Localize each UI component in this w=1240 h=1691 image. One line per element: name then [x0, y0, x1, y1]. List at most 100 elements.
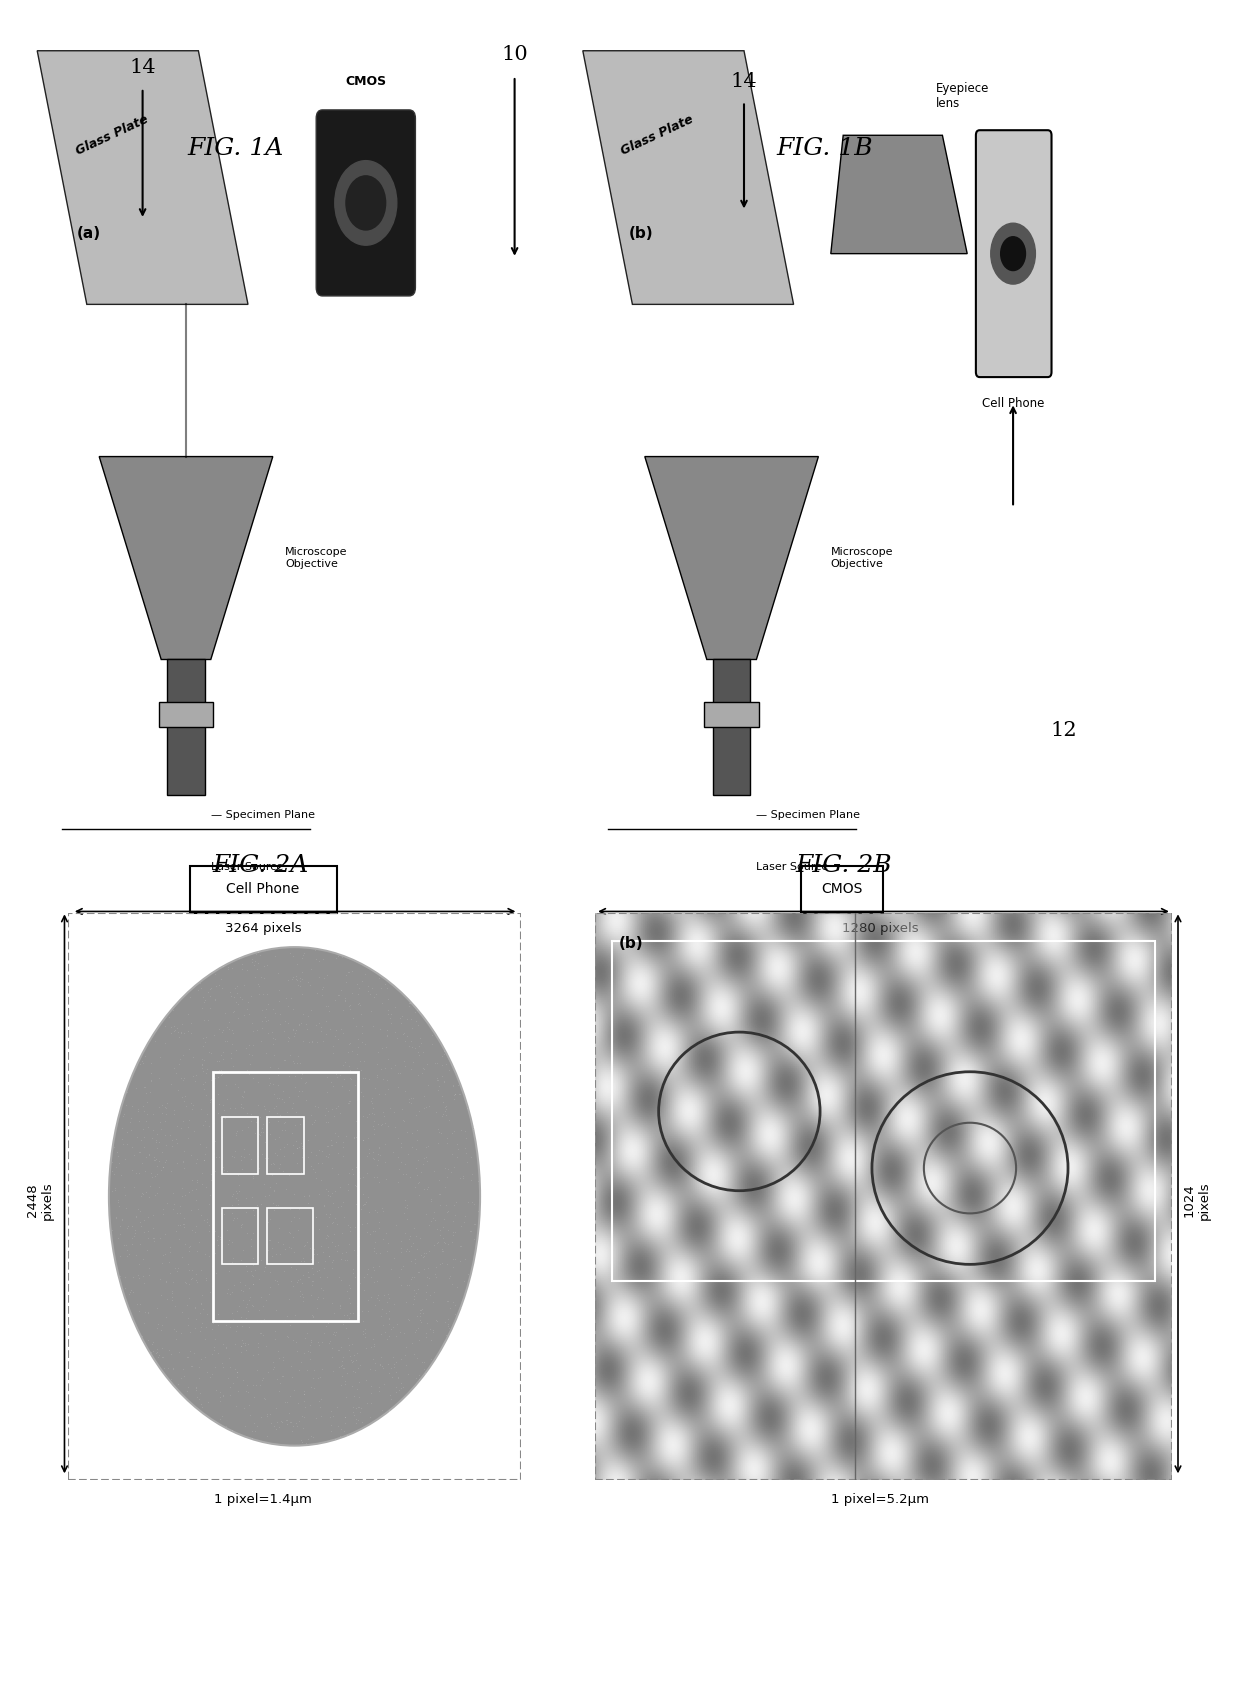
Point	[270, 1150, 290, 1177]
Point	[356, 1030, 376, 1057]
Point	[294, 1245, 314, 1272]
Point	[231, 1246, 250, 1273]
Point	[408, 1116, 428, 1143]
Point	[413, 1243, 433, 1270]
Point	[367, 1064, 387, 1091]
Point	[386, 1052, 405, 1079]
Point	[177, 1344, 197, 1371]
Bar	[222, 1118, 258, 1174]
Point	[316, 1175, 336, 1202]
Point	[463, 1114, 482, 1141]
Point	[405, 999, 425, 1026]
Point	[288, 1390, 308, 1417]
Point	[370, 1349, 389, 1376]
Point	[187, 1383, 207, 1410]
Point	[342, 1348, 362, 1375]
Point	[242, 1233, 262, 1260]
Point	[367, 1062, 387, 1089]
Point	[255, 1003, 275, 1030]
Point	[312, 1277, 332, 1304]
Point	[218, 1365, 238, 1392]
Point	[415, 1278, 435, 1305]
Point	[134, 1218, 154, 1245]
Text: — Specimen Plane: — Specimen Plane	[756, 810, 861, 820]
Point	[215, 1096, 234, 1123]
Point	[379, 1311, 399, 1338]
Point	[396, 1219, 415, 1246]
Point	[257, 1103, 277, 1130]
Point	[414, 1256, 434, 1283]
Point	[255, 1040, 275, 1067]
Point	[321, 1229, 341, 1256]
Point	[203, 1283, 223, 1311]
Point	[343, 1123, 363, 1150]
Point	[133, 1245, 153, 1272]
Point	[362, 1099, 382, 1126]
Point	[206, 1240, 226, 1267]
Point	[213, 1045, 233, 1072]
Point	[291, 944, 311, 971]
Point	[195, 1240, 215, 1267]
Point	[182, 1091, 202, 1118]
Point	[186, 1175, 206, 1202]
Point	[285, 1409, 305, 1436]
Point	[360, 1101, 379, 1128]
Polygon shape	[37, 51, 248, 304]
Point	[174, 1087, 193, 1114]
Point	[372, 1111, 392, 1138]
Point	[434, 1206, 454, 1233]
Point	[196, 1082, 216, 1109]
Point	[326, 1322, 346, 1349]
Point	[213, 1382, 233, 1409]
Point	[291, 1404, 311, 1431]
Point	[156, 1304, 176, 1331]
Point	[277, 1131, 296, 1158]
Point	[125, 1218, 145, 1245]
Point	[283, 1327, 303, 1354]
Point	[409, 1326, 429, 1353]
Point	[193, 1006, 213, 1033]
Point	[397, 1236, 417, 1263]
Point	[363, 1113, 383, 1140]
Point	[149, 1311, 169, 1338]
Point	[243, 1270, 263, 1297]
Point	[326, 1238, 346, 1265]
Point	[422, 1185, 441, 1212]
Point	[269, 1214, 289, 1241]
Text: Laser Source: Laser Source	[756, 862, 828, 873]
Point	[291, 1130, 311, 1157]
Point	[419, 1255, 439, 1282]
Point	[444, 1153, 464, 1180]
Bar	[159, 702, 213, 727]
Point	[425, 1261, 445, 1289]
Point	[210, 1143, 229, 1170]
Point	[293, 1133, 312, 1160]
Point	[347, 1376, 367, 1404]
Point	[343, 1382, 363, 1409]
Point	[123, 1157, 143, 1184]
Point	[227, 1360, 247, 1387]
Point	[309, 1094, 329, 1121]
Point	[264, 1196, 284, 1223]
Bar	[268, 1207, 312, 1265]
Point	[259, 1069, 279, 1096]
Point	[138, 1218, 157, 1245]
Point	[455, 1118, 475, 1145]
Point	[372, 1397, 392, 1424]
Point	[422, 1327, 441, 1354]
Point	[231, 1268, 250, 1295]
Point	[324, 1300, 343, 1327]
Point	[316, 1143, 336, 1170]
Point	[226, 1179, 246, 1206]
Point	[231, 1141, 250, 1168]
Point	[233, 1094, 253, 1121]
Point	[334, 1344, 353, 1371]
Point	[367, 1050, 387, 1077]
Point	[306, 1165, 326, 1192]
Point	[392, 1370, 412, 1397]
Point	[239, 1314, 259, 1341]
Point	[321, 1131, 341, 1158]
Point	[365, 1238, 384, 1265]
Point	[316, 1312, 336, 1339]
Point	[170, 1192, 190, 1219]
